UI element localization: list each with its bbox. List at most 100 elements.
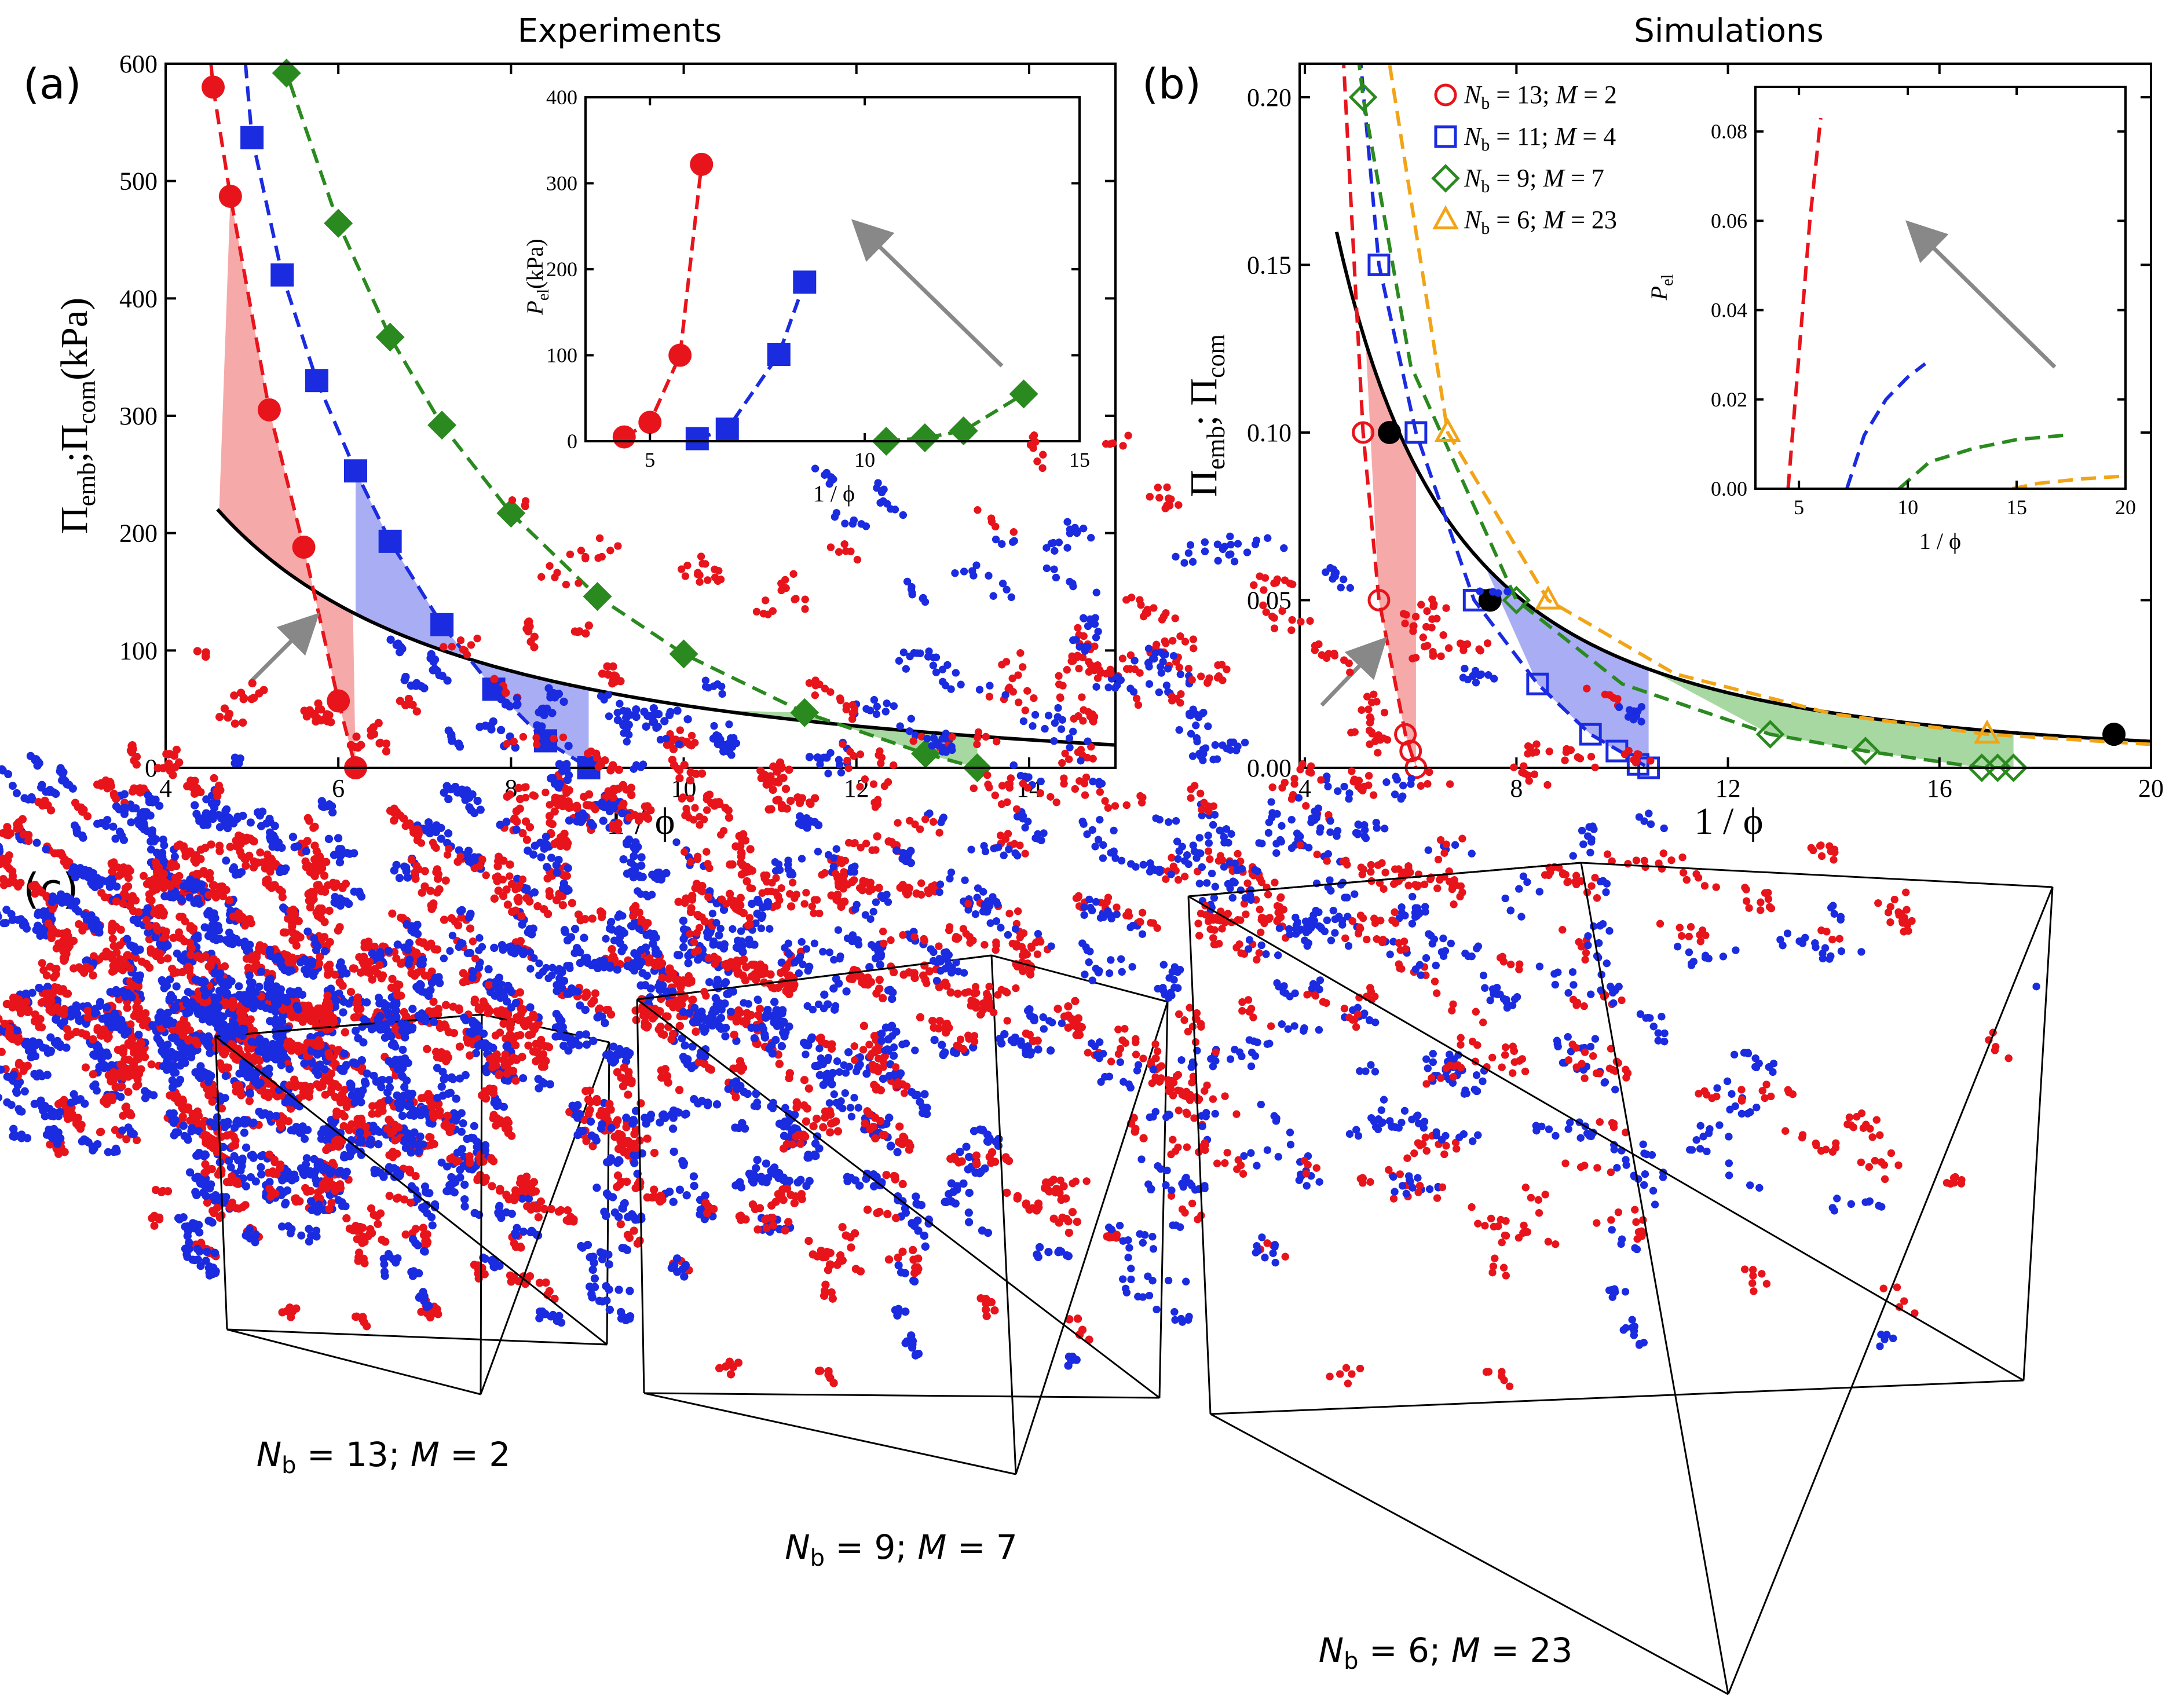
- legend-m: M: [1542, 206, 1565, 234]
- particle: [266, 863, 275, 871]
- panel-a-ytick-label: 400: [119, 284, 158, 313]
- panel-b-inset-bg: [1755, 87, 2126, 489]
- legend-marker-green: [1433, 166, 1458, 191]
- blue-data-point: [379, 530, 402, 553]
- panel-b-xtick-label: 20: [2138, 774, 2164, 803]
- particle: [230, 863, 238, 871]
- particle: [337, 958, 345, 966]
- red-inset-point: [668, 344, 692, 367]
- blue-data-point: [305, 369, 328, 392]
- blue-data-point: [430, 613, 453, 636]
- panel-b-ytick-label: 0.20: [1247, 83, 1292, 112]
- particle: [221, 1064, 229, 1072]
- legend-marker-orange: [1435, 208, 1456, 228]
- red-data-point: [258, 398, 281, 422]
- legend-eq: = 11;: [1490, 122, 1554, 151]
- legend-n: N: [1464, 206, 1483, 234]
- particle: [221, 962, 229, 970]
- legend-eq: = 6;: [1490, 206, 1543, 234]
- particle: [230, 1133, 238, 1141]
- black-data-point-b: [1378, 421, 1401, 444]
- particle: [16, 1107, 24, 1115]
- panel-b-inset-ytick-label: 0.06: [1711, 209, 1747, 232]
- panel-b-inset-ytick-label: 0.08: [1711, 120, 1747, 143]
- panel-a-arrow: [250, 624, 308, 682]
- red-inset-point: [613, 426, 636, 449]
- panel-c: (c) Nb = 13; M = 2 Nb = 9; M = 7 Nb = 6;…: [0, 431, 2053, 1694]
- particle: [155, 1215, 163, 1224]
- legend-n-sub: b: [1481, 94, 1490, 113]
- green-data-point: [376, 323, 405, 351]
- particle: [297, 1232, 305, 1240]
- particle: [242, 1201, 250, 1209]
- panel-a-inset-xtick-label: 10: [854, 448, 875, 471]
- particle: [438, 1159, 446, 1167]
- particle: [381, 1268, 389, 1276]
- particle: [433, 1305, 441, 1313]
- particle: [231, 1152, 239, 1160]
- particle: [305, 1225, 313, 1233]
- particle: [386, 1252, 394, 1261]
- panel-b-inset-xtick-label: 20: [2115, 496, 2136, 519]
- panel-a-ytick-label: 500: [119, 167, 158, 196]
- particle: [104, 1148, 112, 1156]
- particle: [180, 956, 188, 964]
- particle: [127, 818, 135, 826]
- particle: [169, 863, 177, 871]
- legend-entry-blue: Nb = 11; M = 4: [1464, 122, 1616, 155]
- particle: [277, 1123, 285, 1131]
- panel-a-ytick-label: 100: [119, 636, 158, 665]
- particle: [171, 852, 179, 860]
- particle: [125, 1123, 133, 1131]
- legend-m-val: = 4: [1576, 122, 1616, 151]
- legend-n-sub: b: [1481, 135, 1490, 155]
- particle: [80, 1135, 88, 1144]
- panel-b-xtick-label: 12: [1715, 774, 1741, 803]
- particle: [427, 1141, 436, 1149]
- particle: [459, 1119, 467, 1127]
- red-data-point: [202, 76, 225, 99]
- panel-a-inset-bg: [586, 97, 1080, 441]
- green-shaded-region-b: [1649, 669, 2014, 768]
- particle: [264, 1089, 272, 1097]
- green-data-point: [324, 209, 353, 238]
- particle: [212, 799, 220, 807]
- legend-m-val: = 7: [1564, 164, 1604, 192]
- particle: [398, 1046, 407, 1054]
- particle: [176, 1076, 184, 1084]
- particle: [507, 1132, 515, 1140]
- particle: [151, 1222, 159, 1230]
- particle: [107, 875, 115, 883]
- panel-b-inset-xtick-label: 10: [1897, 496, 1918, 519]
- particle: [38, 959, 46, 967]
- panel-b-ytick-label: 0.10: [1247, 419, 1292, 447]
- particle: [241, 937, 249, 946]
- particle: [129, 787, 137, 796]
- panel-a-label: (a): [23, 60, 81, 108]
- panel-b-inset-xtick-label: 5: [1794, 496, 1804, 519]
- particle: [222, 856, 230, 865]
- particle: [92, 1080, 100, 1089]
- red-data-point: [292, 536, 316, 559]
- particle: [35, 910, 43, 918]
- legend-eq: = 9;: [1490, 164, 1543, 192]
- particle: [246, 1090, 254, 1098]
- particle: [188, 944, 196, 952]
- particle: [132, 1082, 140, 1090]
- panel-a-inset-xtick-label: 5: [645, 448, 655, 471]
- particle: [215, 782, 223, 790]
- panel-b-inset-xlabel: 1 / ϕ: [1919, 528, 1961, 554]
- particle: [178, 913, 186, 921]
- legend-m: M: [1542, 164, 1565, 192]
- panel-a-title: Experiments: [518, 12, 722, 50]
- panel-b-inset-ylabel: Pel: [1646, 274, 1677, 301]
- panel-b-inset-ytick-label: 0.00: [1711, 477, 1747, 500]
- particle: [135, 1005, 143, 1013]
- blue-data-point: [240, 126, 264, 149]
- legend-n-sub: b: [1481, 219, 1490, 238]
- particle: [148, 1214, 156, 1222]
- particle: [9, 782, 17, 790]
- red-data-point: [219, 185, 242, 208]
